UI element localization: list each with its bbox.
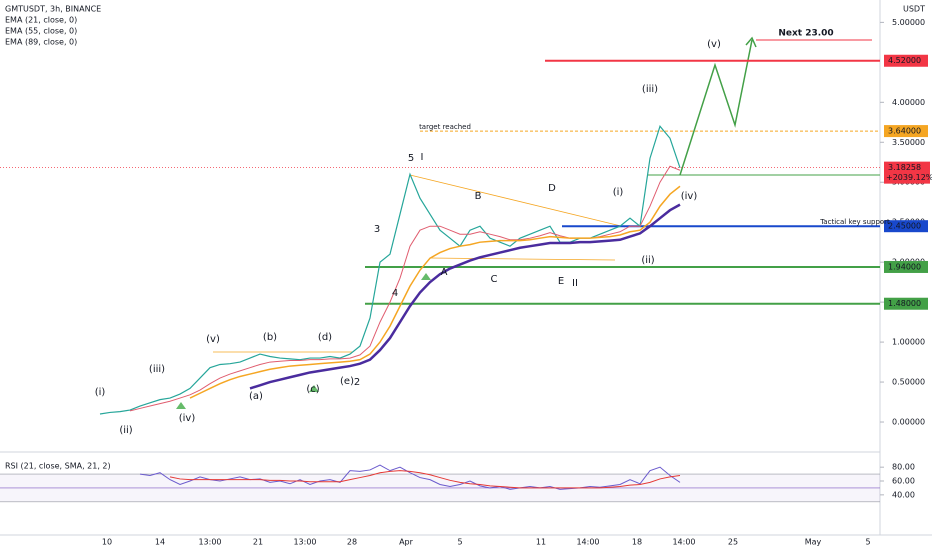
annotation: (d) [318, 332, 332, 343]
annotation: (b) [263, 332, 277, 343]
chart-title: GMTUSDT, 3h, BINANCE [5, 5, 101, 14]
x-tick-label: 5 [865, 538, 870, 547]
annotation: 2 [354, 377, 360, 388]
y-tick-label: 5.00000 [892, 18, 925, 27]
x-tick-label: 14:00 [576, 538, 599, 547]
x-tick-label: 11 [536, 538, 546, 547]
annotation: Tactical key support [819, 218, 890, 226]
level-label-box [884, 125, 928, 138]
annotation: E [558, 276, 564, 287]
y-tick-label: 0.50000 [892, 378, 925, 387]
level-label-box [884, 297, 928, 310]
x-tick-label: 28 [347, 538, 357, 547]
x-tick-label: 18 [632, 538, 642, 547]
level-label: 1.94000 [888, 262, 921, 271]
y-tick-label: 4.00000 [892, 98, 925, 107]
annotation: (iii) [149, 364, 165, 375]
level-label: 4.52000 [888, 56, 921, 65]
level-label-box [884, 54, 928, 67]
annotation: (v) [707, 39, 721, 50]
x-tick-label: 21 [253, 538, 263, 547]
projection-arrow [745, 36, 757, 48]
annotation: (iii) [642, 84, 658, 95]
current-price-label: 3.18258 [888, 163, 921, 172]
level-label: 3.64000 [888, 127, 921, 136]
rsi-tick-label: 40.00 [892, 490, 915, 499]
annotation: C [491, 274, 498, 285]
y-tick-label: 0.00000 [892, 418, 925, 427]
annotation: (ii) [119, 425, 132, 436]
annotation: (i) [613, 187, 624, 198]
rsi-line [139, 464, 681, 490]
annotation: I [421, 152, 424, 163]
x-tick-label: May [805, 538, 822, 547]
annotation: II [572, 278, 578, 289]
triangle-bottom [429, 257, 616, 261]
level-label-box [884, 260, 928, 273]
level-label-box [884, 220, 928, 233]
projection [679, 39, 753, 176]
annotation: Next 23.00 [778, 29, 833, 39]
y-tick-label: 1.00000 [892, 338, 925, 347]
buy-signal [421, 273, 431, 280]
x-tick-label: 13:00 [293, 538, 316, 547]
legend-entry: EMA (55, close, 0) [5, 27, 77, 36]
annotation: B [475, 191, 482, 202]
x-tick-label: 10 [102, 538, 112, 547]
rsi-line [169, 470, 681, 489]
level-label: 1.48000 [888, 299, 921, 308]
annotation: A [441, 267, 448, 278]
y-tick-label: 3.50000 [892, 138, 925, 147]
currency: USDT [903, 5, 925, 14]
triangle-top [409, 174, 626, 228]
x-tick-label: Apr [399, 538, 414, 547]
annotation: 4 [392, 288, 398, 299]
buy-signal [176, 402, 186, 409]
current-price-box [884, 161, 930, 184]
annotation: 5 [408, 153, 414, 164]
legend-entry: EMA (21, close, 0) [5, 16, 77, 25]
x-tick-label: 25 [728, 538, 738, 547]
x-tick-label: 13:00 [198, 538, 221, 547]
annotation: (i) [95, 387, 106, 398]
annotation: (e) [340, 376, 354, 387]
rsi-tick-label: 60.00 [892, 477, 915, 486]
level-label: 2.45000 [888, 222, 921, 231]
x-tick-label: 5 [457, 538, 462, 547]
annotation: (v) [206, 334, 220, 345]
rsi-tick-label: 80.00 [892, 463, 915, 472]
annotation: target reached [419, 123, 471, 131]
ema-line [249, 203, 681, 390]
x-tick-label: 14 [155, 538, 165, 547]
current-change: +2039.12% [886, 173, 932, 182]
annotation: (c) [306, 384, 319, 395]
legend-entry: EMA (89, close, 0) [5, 38, 77, 47]
annotation: (ii) [641, 255, 654, 266]
annotation: (iv) [681, 191, 698, 202]
annotation: (a) [249, 391, 263, 402]
rsi-title: RSI (21, close, SMA, 21, 2) [5, 462, 111, 471]
buy-signal [309, 385, 319, 392]
annotation: (iv) [179, 413, 196, 424]
annotation: 3 [374, 224, 380, 235]
ema-line [189, 185, 681, 399]
x-tick-label: 14:00 [672, 538, 695, 547]
annotation: D [548, 183, 556, 194]
